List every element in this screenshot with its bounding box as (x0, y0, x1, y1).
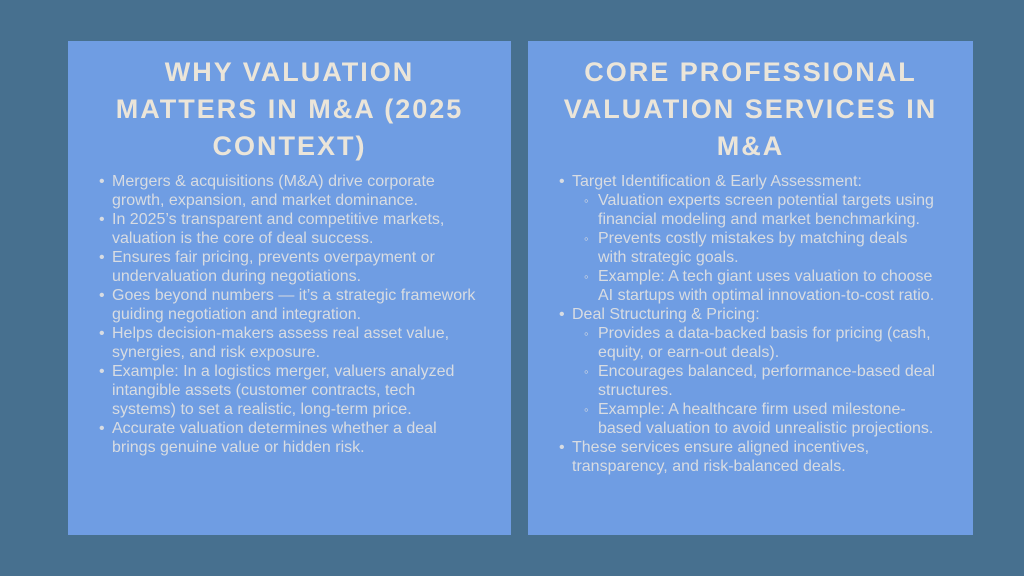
sub-bullet-item: Valuation experts screen potential targe… (584, 191, 939, 229)
sub-bullet-item: Encourages balanced, performance-based d… (584, 362, 939, 400)
left-title-line-3: CONTEXT) (212, 131, 367, 161)
left-panel-bullet-list: Mergers & acquisitions (M&A) drive corpo… (68, 172, 511, 457)
right-title-line-1: CORE PROFESSIONAL (584, 57, 917, 87)
sub-bullet-item: Example: A healthcare firm used mileston… (584, 400, 939, 438)
sub-bullet-item: Prevents costly mistakes by matching dea… (584, 229, 939, 267)
bullet-item: In 2025’s transparent and competitive ma… (98, 210, 477, 248)
left-panel-title: WHY VALUATION MATTERS IN M&A (2025 CONTE… (78, 54, 501, 165)
bullet-item: Goes beyond numbers — it’s a strategic f… (98, 286, 477, 324)
bullet-item: Ensures fair pricing, prevents overpayme… (98, 248, 477, 286)
right-title-line-2: VALUATION SERVICES IN (563, 94, 938, 124)
right-title-line-3: M&A (716, 131, 785, 161)
right-panel: CORE PROFESSIONAL VALUATION SERVICES IN … (528, 41, 973, 535)
bullet-item: These services ensure aligned incentives… (558, 438, 939, 476)
left-title-line-1: WHY VALUATION (164, 57, 415, 87)
sub-bullet-item: Example: A tech giant uses valuation to … (584, 267, 939, 305)
right-panel-bullet-list: Target Identification & Early Assessment… (528, 172, 973, 476)
left-panel: WHY VALUATION MATTERS IN M&A (2025 CONTE… (68, 41, 511, 535)
right-panel-title: CORE PROFESSIONAL VALUATION SERVICES IN … (538, 54, 963, 165)
bullet-item: Mergers & acquisitions (M&A) drive corpo… (98, 172, 477, 210)
bullet-item: Example: In a logistics merger, valuers … (98, 362, 477, 419)
bullet-item: Deal Structuring & Pricing: (558, 305, 939, 324)
bullet-item: Helps decision-makers assess real asset … (98, 324, 477, 362)
bullet-item: Target Identification & Early Assessment… (558, 172, 939, 191)
sub-bullet-item: Provides a data-backed basis for pricing… (584, 324, 939, 362)
left-title-line-2: MATTERS IN M&A (2025 (115, 94, 464, 124)
bullet-item: Accurate valuation determines whether a … (98, 419, 477, 457)
